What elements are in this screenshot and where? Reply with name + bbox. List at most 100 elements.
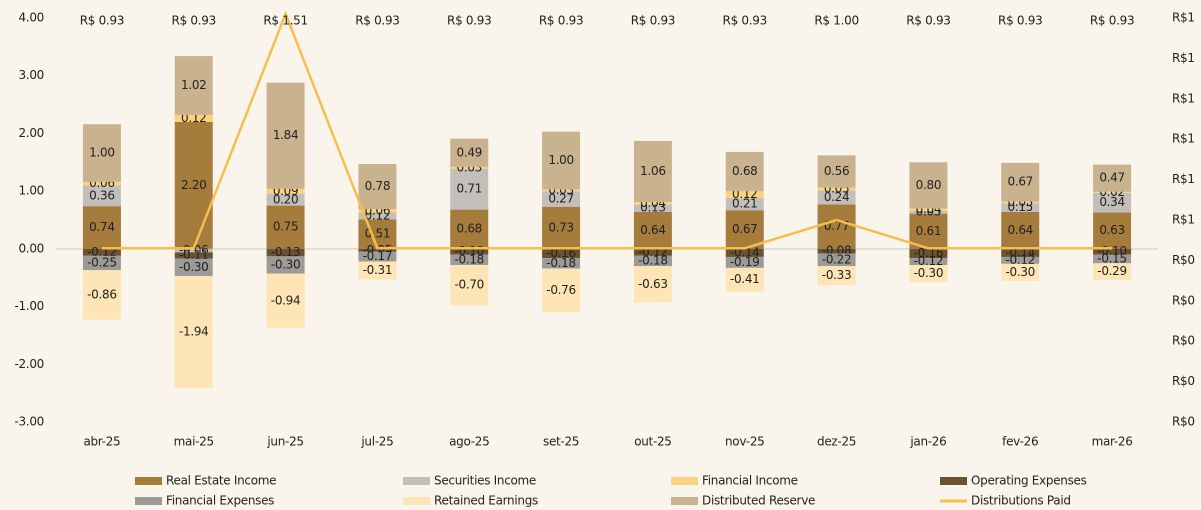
line-label: R$ 0.93 xyxy=(906,14,950,28)
bar-segment xyxy=(174,114,213,122)
legend-swatch xyxy=(135,477,162,485)
bar-segment xyxy=(1093,191,1132,193)
data-label: 0.63 xyxy=(1099,223,1125,237)
bar-segment xyxy=(817,190,856,205)
legend-label: Distributed Reserve xyxy=(702,494,815,508)
y2-tick-label: R$1 xyxy=(1172,172,1195,186)
y2-tick-label: R$0 xyxy=(1172,334,1195,348)
bar-segment xyxy=(174,248,213,253)
data-label: 0.75 xyxy=(273,220,299,234)
x-tick-label: abr-25 xyxy=(83,435,120,449)
bar-segment xyxy=(909,162,948,209)
bar-segment xyxy=(909,258,948,266)
data-label: -0.94 xyxy=(271,293,301,307)
data-label: -0.13 xyxy=(271,245,301,259)
data-label: 1.06 xyxy=(640,164,666,178)
bar-segment xyxy=(1001,211,1040,249)
data-label: 0.64 xyxy=(640,223,666,237)
data-label: 0.74 xyxy=(89,220,115,234)
data-label: -1.94 xyxy=(179,324,209,338)
bar-segment xyxy=(82,248,121,256)
bar-segment xyxy=(725,267,764,292)
bar-segment xyxy=(82,206,121,249)
line-label: R$ 0.93 xyxy=(539,14,583,28)
bar-segment xyxy=(450,248,489,255)
line-label: R$ 0.93 xyxy=(998,14,1042,28)
y2-tick-label: R$1 xyxy=(1172,213,1195,227)
data-label: -0.18 xyxy=(454,252,484,266)
y-tick-label: 4.00 xyxy=(18,11,44,25)
bar-segment xyxy=(817,248,856,254)
line-label: R$ 0.93 xyxy=(447,14,491,28)
bar-segment xyxy=(725,248,764,257)
y-tick-label: -1.00 xyxy=(14,299,44,313)
data-label: 0.20 xyxy=(273,192,299,206)
line-label: R$ 0.93 xyxy=(1090,14,1134,28)
data-label: 0.68 xyxy=(456,222,482,236)
data-label: 0.34 xyxy=(1099,195,1125,209)
data-label: 0.67 xyxy=(732,222,758,236)
bar-segment xyxy=(633,140,672,203)
y2-tick-label: R$0 xyxy=(1172,293,1195,307)
data-label: 2.20 xyxy=(181,178,207,192)
y-tick-label: 1.00 xyxy=(18,184,44,198)
data-label: -0.12 xyxy=(914,254,944,268)
bar-segment xyxy=(1093,263,1132,281)
bar-segment xyxy=(174,56,213,115)
legend-swatch xyxy=(671,497,698,505)
data-label: -0.63 xyxy=(638,277,668,291)
bar-segment xyxy=(909,248,948,259)
legend-label: Financial Income xyxy=(702,474,798,488)
data-label: -0.22 xyxy=(822,252,852,266)
bar-segment xyxy=(542,191,581,207)
bar-segment xyxy=(633,266,672,303)
legend-label: Securities Income xyxy=(434,474,536,488)
data-label: 0.56 xyxy=(824,164,850,178)
data-label: 0.61 xyxy=(916,224,942,238)
bar-segment xyxy=(817,155,856,188)
legend-label: Real Estate Income xyxy=(166,474,276,488)
line-label: R$ 1.00 xyxy=(814,14,858,28)
y2-tick-label: R$0 xyxy=(1172,374,1195,388)
x-tick-label: mar-26 xyxy=(1092,435,1133,449)
data-label: 0.47 xyxy=(1099,171,1125,185)
data-label: 0.73 xyxy=(548,220,574,234)
bar-segment xyxy=(542,248,581,259)
data-label: -0.30 xyxy=(271,258,301,272)
data-label: -0.12 xyxy=(1005,253,1035,267)
bar-segment xyxy=(450,166,489,169)
bar-segment xyxy=(725,256,764,268)
bar-segment xyxy=(542,206,581,249)
bar-segment xyxy=(266,256,305,274)
bar-segment xyxy=(174,121,213,249)
legend-swatch xyxy=(403,497,430,505)
bar-segment xyxy=(725,198,764,211)
bar-segment xyxy=(1093,248,1132,255)
data-label: -0.76 xyxy=(546,283,576,297)
x-tick-label: dez-25 xyxy=(817,435,856,449)
legend-label: Operating Expenses xyxy=(971,474,1087,488)
bar-segment xyxy=(82,270,121,320)
data-label: 0.15 xyxy=(1007,200,1033,214)
bar-segment xyxy=(817,204,856,249)
bar-segment xyxy=(358,212,397,220)
line-label: R$ 0.93 xyxy=(172,14,216,28)
x-tick-label: nov-25 xyxy=(725,435,765,449)
data-label: 0.21 xyxy=(732,197,758,211)
bar-segment xyxy=(450,265,489,306)
data-label: 0.24 xyxy=(824,190,850,204)
data-label: 1.02 xyxy=(181,78,207,92)
bar-segment xyxy=(633,202,672,205)
bar-segment xyxy=(450,138,489,167)
line xyxy=(101,10,1113,250)
data-label: -0.30 xyxy=(1005,265,1035,279)
data-label: -0.18 xyxy=(638,253,668,267)
y-tick-label: 2.00 xyxy=(18,126,44,140)
bar-segment xyxy=(633,204,672,212)
legend-label: Retained Earnings xyxy=(434,494,538,508)
bar-segment xyxy=(909,213,948,249)
y-tick-label: -2.00 xyxy=(14,357,44,371)
bar-segment xyxy=(174,275,213,388)
bar-segment xyxy=(633,211,672,249)
bar-segment xyxy=(817,253,856,267)
